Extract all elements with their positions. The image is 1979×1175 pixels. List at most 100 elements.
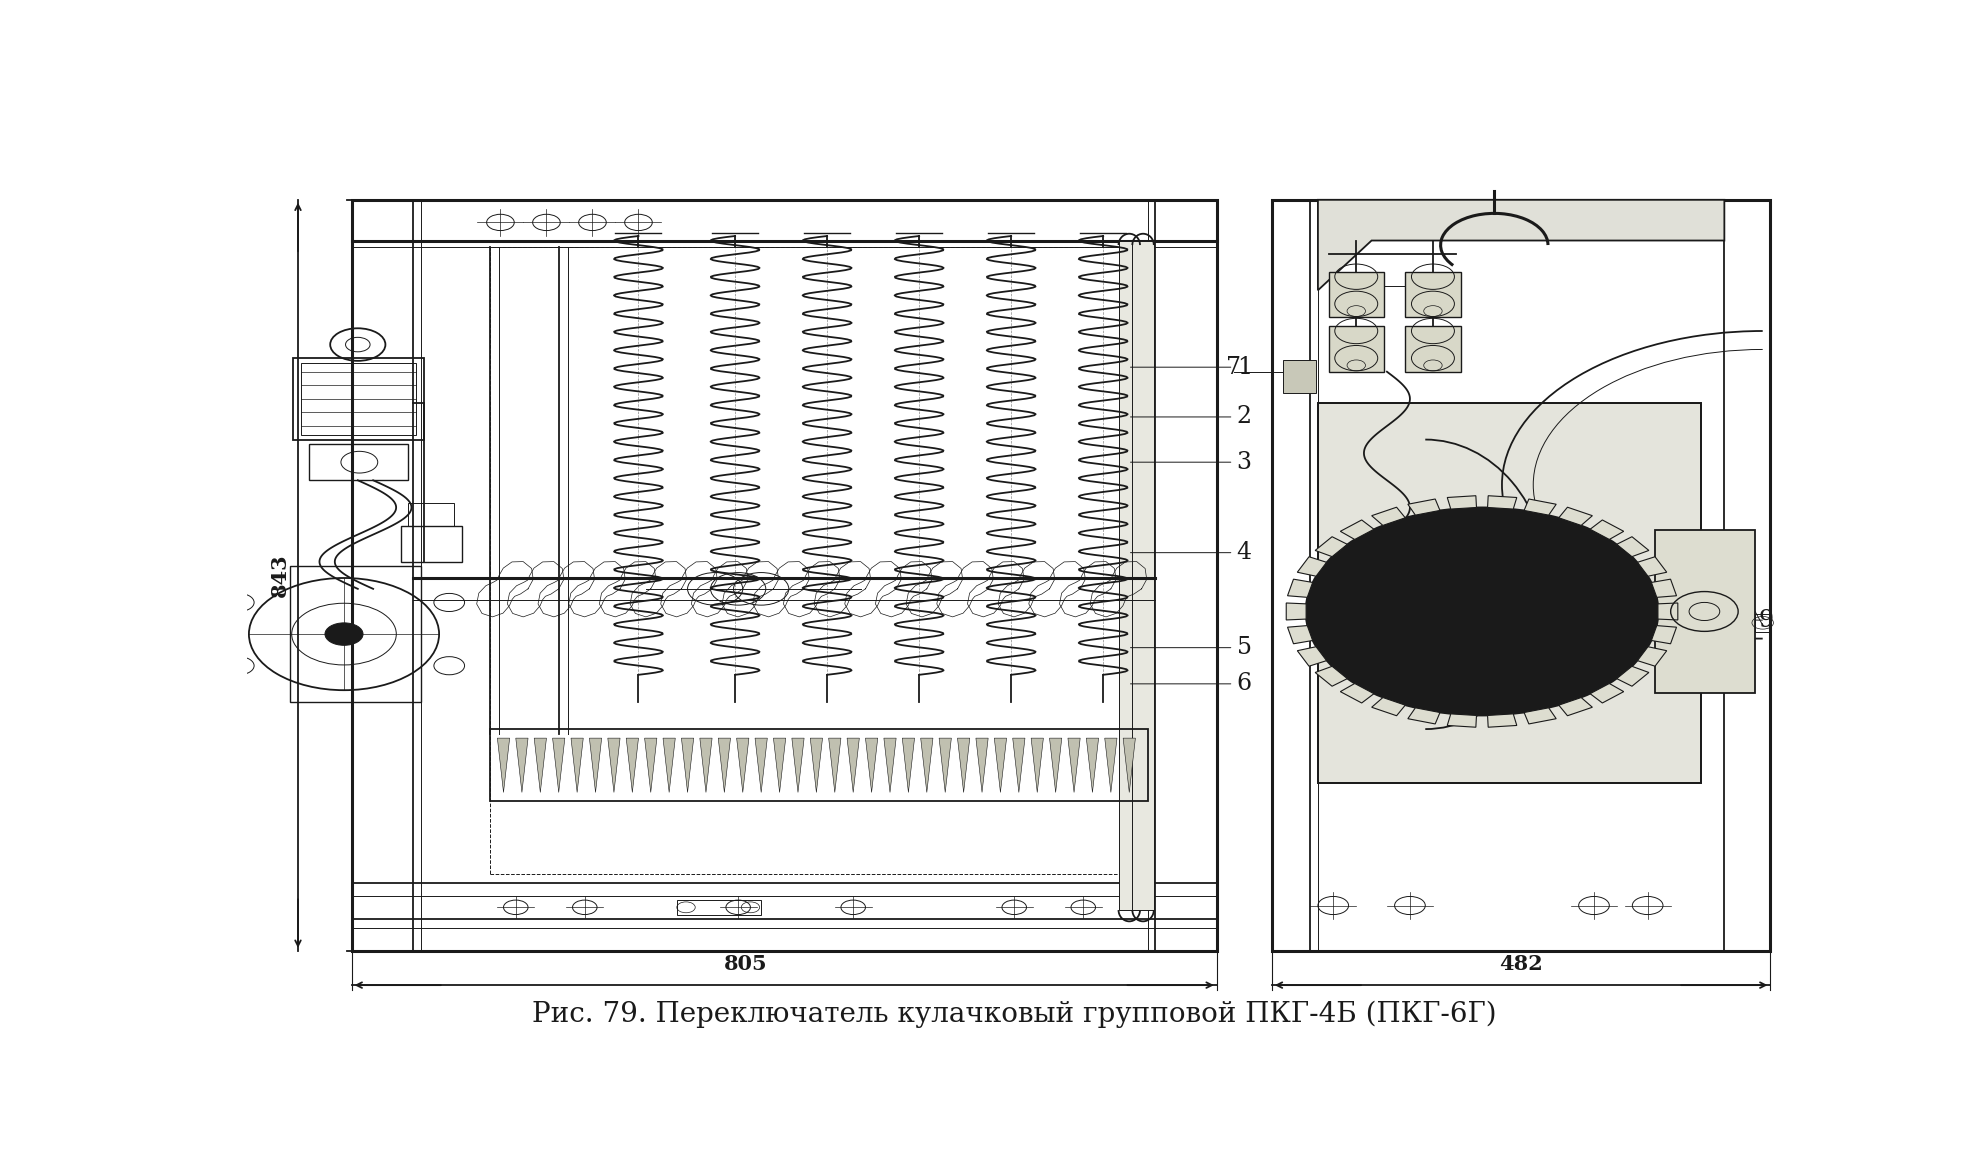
Bar bbox=[301, 363, 416, 435]
Bar bbox=[1318, 403, 1702, 784]
Polygon shape bbox=[1288, 625, 1312, 644]
Polygon shape bbox=[847, 738, 859, 792]
Polygon shape bbox=[1013, 738, 1025, 792]
Bar bbox=[1755, 613, 1771, 632]
Text: 7: 7 bbox=[1225, 356, 1241, 378]
Polygon shape bbox=[1617, 537, 1649, 557]
Polygon shape bbox=[756, 738, 768, 792]
Polygon shape bbox=[1617, 666, 1649, 686]
Polygon shape bbox=[1488, 496, 1516, 509]
Polygon shape bbox=[1488, 714, 1516, 727]
Polygon shape bbox=[1591, 521, 1623, 539]
Polygon shape bbox=[1407, 499, 1441, 515]
Polygon shape bbox=[1104, 738, 1116, 792]
Circle shape bbox=[1306, 508, 1658, 716]
Polygon shape bbox=[517, 738, 528, 792]
Polygon shape bbox=[1288, 579, 1312, 597]
Polygon shape bbox=[1591, 684, 1623, 703]
Polygon shape bbox=[663, 738, 675, 792]
Bar bbox=[1328, 327, 1383, 371]
Polygon shape bbox=[1559, 508, 1593, 525]
Polygon shape bbox=[1407, 707, 1441, 724]
Polygon shape bbox=[1340, 521, 1373, 539]
Polygon shape bbox=[902, 738, 914, 792]
Polygon shape bbox=[608, 738, 619, 792]
Text: 2: 2 bbox=[1237, 405, 1253, 429]
Polygon shape bbox=[718, 738, 730, 792]
Bar bbox=[402, 525, 463, 562]
Bar bbox=[489, 247, 1148, 874]
Polygon shape bbox=[1298, 646, 1326, 666]
Text: 6: 6 bbox=[1237, 672, 1253, 696]
Bar bbox=[1318, 403, 1702, 784]
Polygon shape bbox=[1340, 684, 1373, 703]
Polygon shape bbox=[590, 738, 602, 792]
Polygon shape bbox=[552, 738, 564, 792]
Polygon shape bbox=[1049, 738, 1063, 792]
Bar bbox=[352, 200, 1217, 951]
Bar bbox=[1272, 200, 1771, 951]
Text: Рис. 79. Переключатель кулачковый групповой ПКГ-4Б (ПКГ-6Г): Рис. 79. Переключатель кулачковый группо… bbox=[532, 1000, 1496, 1028]
Bar bbox=[1328, 273, 1383, 317]
Polygon shape bbox=[1371, 508, 1405, 525]
Polygon shape bbox=[993, 738, 1007, 792]
Circle shape bbox=[325, 623, 362, 645]
Text: 843: 843 bbox=[269, 553, 289, 597]
Polygon shape bbox=[681, 738, 695, 792]
Polygon shape bbox=[1650, 579, 1676, 597]
Text: 9: 9 bbox=[1757, 609, 1773, 632]
Text: 482: 482 bbox=[1500, 954, 1544, 974]
Circle shape bbox=[1451, 592, 1514, 630]
Text: 805: 805 bbox=[724, 954, 768, 974]
Text: 3: 3 bbox=[1237, 451, 1251, 474]
Polygon shape bbox=[497, 738, 511, 792]
Polygon shape bbox=[701, 738, 712, 792]
Polygon shape bbox=[1524, 499, 1555, 515]
Polygon shape bbox=[976, 738, 988, 792]
Polygon shape bbox=[1524, 707, 1555, 724]
Bar bbox=[677, 900, 762, 914]
Bar bbox=[1405, 273, 1461, 317]
Polygon shape bbox=[1637, 557, 1666, 576]
Polygon shape bbox=[1658, 603, 1678, 620]
Polygon shape bbox=[829, 738, 841, 792]
Polygon shape bbox=[1318, 200, 1724, 290]
Bar bbox=[1654, 530, 1755, 693]
Polygon shape bbox=[865, 738, 879, 792]
Polygon shape bbox=[1316, 537, 1348, 557]
Polygon shape bbox=[1286, 603, 1306, 620]
Polygon shape bbox=[809, 738, 823, 792]
Polygon shape bbox=[1650, 625, 1676, 644]
Polygon shape bbox=[625, 738, 639, 792]
Polygon shape bbox=[1031, 738, 1043, 792]
Text: 4: 4 bbox=[1237, 542, 1253, 564]
Bar bbox=[408, 503, 455, 525]
Bar bbox=[291, 566, 422, 701]
Text: 8: 8 bbox=[1567, 559, 1581, 583]
Polygon shape bbox=[1069, 738, 1081, 792]
Polygon shape bbox=[1637, 646, 1666, 666]
Polygon shape bbox=[1298, 557, 1326, 576]
Polygon shape bbox=[1559, 698, 1593, 716]
Text: 1: 1 bbox=[1237, 356, 1253, 378]
Polygon shape bbox=[1447, 714, 1476, 727]
Bar bbox=[1405, 327, 1461, 371]
Polygon shape bbox=[572, 738, 584, 792]
Polygon shape bbox=[1447, 496, 1476, 509]
Polygon shape bbox=[940, 738, 952, 792]
Bar bbox=[309, 444, 408, 481]
Polygon shape bbox=[792, 738, 803, 792]
Polygon shape bbox=[534, 738, 546, 792]
Bar bbox=[1132, 241, 1154, 909]
Polygon shape bbox=[1316, 666, 1348, 686]
Polygon shape bbox=[774, 738, 786, 792]
Polygon shape bbox=[736, 738, 748, 792]
Polygon shape bbox=[645, 738, 657, 792]
Bar bbox=[1118, 241, 1140, 909]
Polygon shape bbox=[1086, 738, 1098, 792]
Text: 5: 5 bbox=[1237, 636, 1251, 659]
Polygon shape bbox=[920, 738, 932, 792]
Polygon shape bbox=[885, 738, 896, 792]
Polygon shape bbox=[958, 738, 970, 792]
Polygon shape bbox=[1124, 738, 1136, 792]
